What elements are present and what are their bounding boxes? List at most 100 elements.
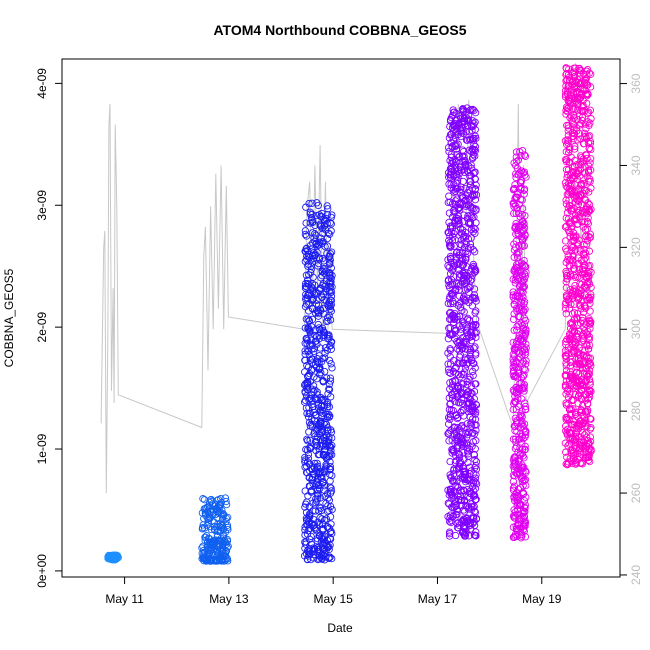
data-point [578, 218, 586, 226]
data-point [320, 222, 329, 230]
data-point [306, 422, 314, 430]
data-point [585, 162, 593, 170]
data-point [575, 432, 583, 441]
data-point [321, 397, 329, 405]
data-point [449, 233, 457, 241]
data-point [513, 499, 521, 507]
data-point [304, 291, 312, 299]
data-point [445, 405, 454, 414]
data-point [223, 544, 231, 552]
data-point [586, 378, 594, 386]
data-point [513, 253, 522, 262]
data-point [569, 120, 578, 129]
data-point [519, 507, 527, 516]
data-point [303, 256, 311, 264]
data-point [303, 283, 311, 291]
data-point [325, 311, 333, 320]
data-point [580, 319, 588, 327]
data-point [575, 370, 583, 378]
data-point [303, 409, 311, 418]
data-point [562, 352, 570, 360]
data-point [513, 390, 521, 398]
data-point [467, 402, 476, 411]
data-point [323, 234, 332, 243]
data-point [446, 400, 454, 409]
data-point [450, 470, 458, 478]
data-point [201, 533, 210, 541]
data-point [444, 335, 453, 343]
data-point [458, 437, 466, 445]
data-point [321, 226, 330, 234]
x-axis-label: Date [327, 621, 353, 635]
data-point [305, 418, 314, 427]
data-point [517, 184, 525, 192]
data-point [566, 270, 575, 279]
data-point [446, 308, 455, 317]
data-point [570, 285, 578, 293]
data-point [445, 263, 453, 272]
data-point [317, 553, 325, 561]
data-point [449, 318, 458, 326]
data-point [515, 435, 523, 444]
data-point [517, 277, 525, 285]
data-point [562, 110, 570, 118]
data-point [467, 422, 476, 430]
data-point [325, 356, 334, 365]
data-point [461, 184, 469, 193]
data-point [573, 127, 581, 135]
data-point [315, 552, 324, 560]
data-point [516, 178, 524, 186]
data-point [584, 139, 593, 147]
y2-tick-label: 280 [629, 401, 643, 421]
data-point [515, 241, 523, 250]
data-point [566, 319, 575, 328]
data-point [586, 414, 594, 423]
data-point [566, 232, 574, 241]
data-point [327, 484, 335, 492]
data-point [308, 216, 316, 224]
data-point [306, 326, 314, 335]
data-point [453, 393, 462, 401]
data-point [471, 491, 479, 500]
data-point [447, 180, 455, 189]
data-point [512, 442, 521, 451]
data-point [445, 241, 454, 249]
data-point [573, 368, 581, 376]
data-point [311, 221, 319, 230]
data-point [211, 500, 220, 508]
data-point [581, 304, 590, 312]
series-flight-4 [444, 104, 481, 540]
data-point [576, 274, 584, 282]
data-point [585, 341, 594, 349]
data-point [318, 406, 327, 414]
data-point [521, 428, 530, 437]
data-point [571, 156, 579, 165]
data-point [585, 206, 593, 214]
y2-tick-label: 320 [629, 237, 643, 257]
data-point [326, 260, 334, 268]
data-point [579, 438, 588, 446]
data-point [581, 327, 589, 335]
data-point [562, 372, 570, 380]
data-point [311, 230, 319, 238]
data-point [471, 309, 479, 317]
data-point [460, 474, 469, 482]
data-point [304, 315, 312, 323]
data-point [510, 400, 518, 408]
data-point [587, 145, 595, 154]
data-point [586, 307, 594, 315]
data-point [215, 508, 224, 516]
data-point [313, 485, 322, 494]
data-point [316, 325, 324, 334]
data-point [459, 105, 467, 113]
data-point [515, 454, 524, 463]
data-point [464, 505, 473, 513]
data-point [586, 119, 594, 127]
data-point [578, 265, 587, 274]
data-point [304, 260, 312, 268]
data-point [309, 515, 318, 524]
data-point [205, 503, 213, 511]
data-point [587, 166, 595, 174]
data-point [575, 301, 584, 309]
